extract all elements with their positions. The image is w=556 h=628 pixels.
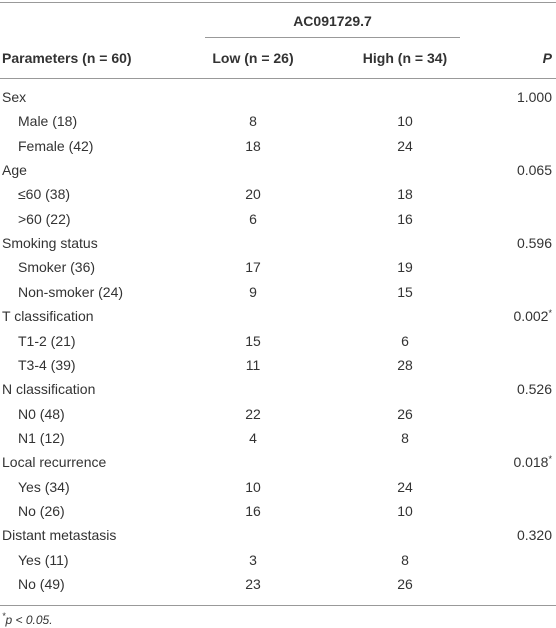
spanner-rule	[205, 37, 460, 38]
low-count: 17	[245, 259, 261, 276]
p-value-cell: 1.000	[517, 88, 552, 106]
high-count: 24	[397, 478, 413, 495]
group-label: Sex	[2, 89, 27, 105]
high-count: 15	[397, 283, 413, 300]
high-count: 16	[397, 210, 413, 227]
column-header: High (n = 34)	[362, 50, 448, 66]
low-count: 8	[249, 113, 257, 130]
high-count: 8	[401, 429, 409, 446]
row-label: No (26)	[18, 502, 65, 519]
p-value: 0.065	[516, 162, 552, 179]
high-count: 18	[397, 186, 413, 203]
significance-mark: *	[548, 454, 552, 465]
p-value: 1.000	[516, 89, 552, 105]
p-value: 0.018	[513, 454, 549, 471]
footnote-text: p < 0.05.	[5, 613, 53, 627]
p-value-cell: 0.018*	[513, 453, 552, 471]
row-label: Non-smoker (24)	[18, 283, 124, 300]
column-header: Parameters (n = 60)	[2, 50, 132, 66]
low-count: 23	[245, 576, 261, 592]
high-count: 24	[397, 137, 413, 154]
high-count: 28	[397, 356, 413, 373]
row-label: No (49)	[18, 576, 65, 592]
group-label: Smoking status	[2, 235, 98, 252]
low-count: 18	[245, 137, 261, 154]
column-header: Low (n = 26)	[212, 50, 294, 66]
p-value-cell: 0.526	[517, 380, 552, 398]
p-value: 0.526	[516, 381, 552, 398]
p-value-cell: 0.596	[517, 234, 552, 252]
p-value: 0.320	[516, 527, 552, 544]
row-label: Female (42)	[18, 137, 94, 154]
high-count: 10	[397, 113, 413, 130]
row-label: ≤60 (38)	[18, 186, 71, 203]
row-label: N0 (48)	[18, 405, 65, 422]
low-count: 4	[249, 429, 257, 446]
high-count: 26	[397, 405, 413, 422]
low-count: 20	[245, 186, 261, 203]
group-label: T classification	[2, 308, 94, 325]
group-label: N classification	[2, 381, 96, 398]
significance-mark: *	[548, 308, 552, 319]
low-count: 11	[245, 356, 261, 373]
row-label: T1-2 (21)	[18, 332, 76, 349]
low-count: 15	[245, 332, 261, 349]
p-value-cell: 0.065	[517, 161, 552, 179]
group-label: Age	[2, 162, 27, 179]
row-label: >60 (22)	[18, 210, 71, 227]
high-count: 8	[401, 551, 409, 568]
group-label: Local recurrence	[2, 454, 107, 471]
low-count: 3	[249, 551, 257, 568]
row-label: N1 (12)	[18, 429, 65, 446]
row-label: Smoker (36)	[18, 259, 96, 276]
low-count: 9	[249, 283, 257, 300]
footnote: *p < 0.05.	[2, 611, 53, 628]
column-header: P	[542, 50, 552, 66]
header-rule	[0, 78, 556, 79]
p-value-cell: 0.320	[517, 526, 552, 544]
high-count: 19	[397, 259, 413, 276]
p-value: 0.596	[516, 235, 552, 252]
top-rule	[0, 2, 556, 3]
group-label: Distant metastasis	[2, 527, 117, 544]
row-label: T3-4 (39)	[18, 356, 76, 373]
p-value-cell: 0.002*	[513, 307, 552, 325]
spanner: AC091729.7	[293, 13, 372, 29]
low-count: 10	[245, 478, 261, 495]
low-count: 22	[245, 405, 261, 422]
low-count: 16	[245, 502, 261, 519]
row-label: Yes (11)	[18, 551, 69, 568]
row-label: Yes (34)	[18, 478, 70, 495]
p-value: 0.002	[513, 308, 549, 325]
high-count: 26	[397, 576, 413, 592]
high-count: 6	[401, 332, 409, 349]
row-label: Male (18)	[18, 113, 78, 130]
low-count: 6	[249, 210, 257, 227]
bottom-rule	[0, 605, 556, 606]
high-count: 10	[397, 502, 413, 519]
footnote-mark: *	[2, 611, 6, 621]
